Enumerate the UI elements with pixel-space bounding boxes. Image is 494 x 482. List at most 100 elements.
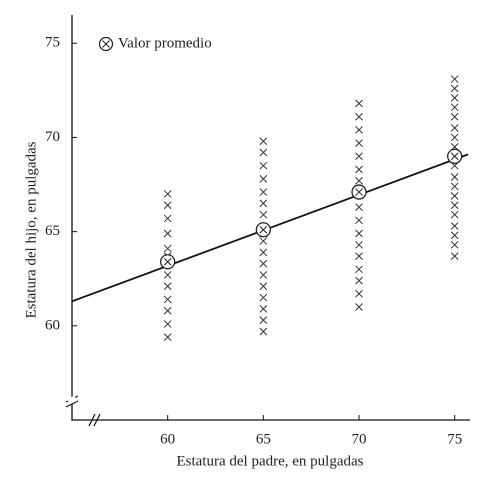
data-point (450, 173, 459, 181)
cross (355, 176, 363, 185)
data-point (355, 276, 363, 285)
cross (163, 295, 172, 304)
data-point (355, 240, 363, 249)
data-point (450, 103, 459, 112)
data-point (355, 252, 363, 260)
cross (259, 237, 268, 245)
data-point (259, 237, 268, 245)
cross (355, 99, 363, 108)
cross (163, 244, 172, 253)
cross (355, 252, 363, 260)
cross (450, 152, 459, 161)
data-point (259, 271, 268, 279)
cross (355, 265, 363, 274)
data-point (355, 165, 363, 174)
data-point (450, 112, 459, 121)
data-point (355, 265, 363, 274)
average-point (447, 148, 463, 164)
cross (163, 190, 172, 198)
x-tick-label: 75 (447, 431, 462, 447)
y-tick-label: 70 (45, 129, 60, 145)
legend-label: Valor promedio (118, 35, 212, 51)
cross (163, 201, 172, 210)
data-point (355, 176, 363, 185)
cross (163, 214, 172, 223)
data-point (163, 214, 172, 223)
data-point (450, 182, 459, 191)
data-point (163, 333, 172, 341)
cross (259, 248, 268, 257)
cross (259, 175, 268, 183)
data-point (163, 190, 172, 198)
cross (355, 216, 363, 225)
x-tick-label: 65 (256, 431, 271, 447)
data-point (259, 282, 268, 291)
data-point (355, 112, 363, 121)
cross (450, 240, 459, 249)
average-point (255, 222, 271, 238)
data-point (355, 203, 363, 211)
cross (355, 165, 363, 174)
data-point (355, 216, 363, 225)
data-point (163, 295, 172, 304)
cross (259, 305, 268, 313)
cross (163, 306, 172, 315)
cross (163, 333, 172, 341)
x-axis-break (88, 413, 101, 427)
cross (450, 210, 459, 219)
cross (259, 293, 268, 302)
data-point (450, 133, 459, 142)
cross (355, 126, 363, 134)
data-point (259, 199, 268, 208)
data-point (259, 259, 268, 268)
cross (355, 240, 363, 249)
data-point (450, 94, 459, 102)
cross (450, 112, 459, 121)
data-point (259, 293, 268, 302)
data-point (163, 271, 172, 279)
x-tick-label: 70 (352, 431, 367, 447)
data-point (450, 191, 459, 200)
data-point (259, 248, 268, 257)
data-point (450, 252, 459, 260)
data-point (450, 201, 459, 210)
data-point (450, 231, 459, 240)
data-point (259, 210, 268, 219)
cross (259, 210, 268, 219)
data-point (163, 201, 172, 210)
cross (163, 271, 172, 279)
cross (450, 124, 459, 132)
y-break-gap (67, 395, 77, 405)
data-point (450, 210, 459, 219)
cross (450, 94, 459, 102)
cross (259, 188, 268, 196)
cross (450, 133, 459, 142)
cross (450, 222, 459, 230)
cross (163, 257, 172, 266)
data-point (259, 316, 268, 325)
data-point (355, 99, 363, 108)
cross (355, 139, 363, 147)
cross (450, 191, 459, 200)
x-axis-label: Estatura del padre, en pulgadas (176, 453, 363, 469)
cross (259, 148, 268, 157)
cross (450, 173, 459, 181)
data-point (259, 175, 268, 183)
cross (163, 229, 172, 238)
cross (259, 316, 268, 325)
cross (450, 103, 459, 112)
cross (259, 225, 268, 234)
cross (163, 320, 172, 328)
cross (450, 84, 459, 93)
average-point (351, 184, 367, 200)
cross (259, 282, 268, 291)
data-point (450, 124, 459, 132)
x-tick-label: 60 (160, 431, 175, 447)
data-point (450, 84, 459, 93)
data-point (450, 222, 459, 230)
cross (450, 75, 459, 83)
legend-symbol (98, 36, 114, 52)
cross (355, 152, 363, 161)
data-point (163, 320, 172, 328)
data-point (355, 152, 363, 161)
